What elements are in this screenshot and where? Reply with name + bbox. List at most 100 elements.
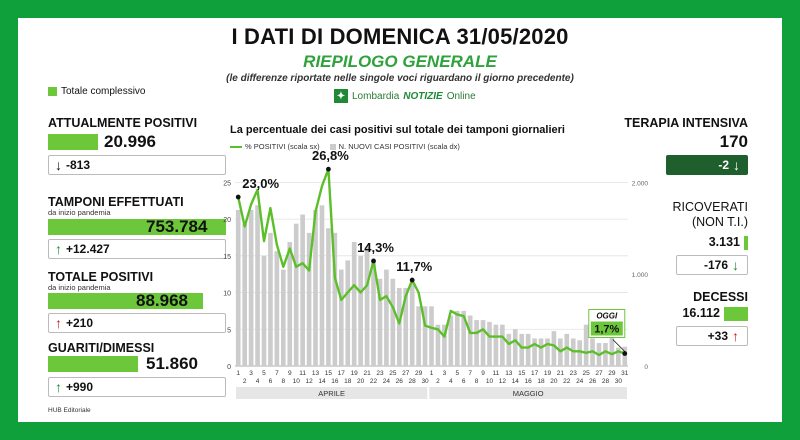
x-tick-label: 16 — [331, 378, 339, 385]
bar-nuovi-casi — [442, 324, 447, 366]
bar-nuovi-casi — [313, 209, 318, 366]
today-value: 1,7% — [594, 324, 619, 336]
today-value-box — [590, 321, 623, 336]
x-tick-label: 26 — [589, 378, 597, 385]
tamponi-bar — [48, 219, 226, 235]
x-tick-label: 22 — [370, 378, 378, 385]
bar-nuovi-casi — [242, 223, 247, 366]
bar-nuovi-casi — [326, 228, 331, 366]
ricoverati-value: 3.131 — [708, 235, 740, 249]
bar-nuovi-casi — [422, 306, 428, 366]
terapia-delta: -2 ↓ — [666, 155, 748, 175]
arrow-down-icon: ↓ — [55, 157, 62, 173]
terapia-delta-value: -2 — [718, 158, 729, 172]
bar-nuovi-casi — [403, 287, 409, 366]
brand-icon: ✦ — [334, 89, 348, 103]
arrow-up-icon: ↑ — [732, 328, 739, 344]
totale-positivi-delta-value: +210 — [66, 316, 94, 330]
x-tick-label: 2 — [243, 378, 247, 385]
footer-credit: HUB Editoriale — [48, 407, 91, 414]
bar-nuovi-casi — [487, 321, 492, 366]
x-tick-label: 18 — [537, 378, 545, 385]
x-tick-label: 5 — [262, 370, 266, 377]
bar-nuovi-casi — [448, 315, 454, 366]
arrow-up-icon: ↑ — [55, 315, 62, 331]
bar-nuovi-casi — [538, 338, 544, 366]
y-left-tick-label: 15 — [223, 254, 231, 261]
annotation-dot — [235, 194, 241, 200]
y-right-tick-label: 2.000 — [632, 180, 649, 187]
attualmente-positivi-delta: ↓ -813 — [48, 155, 226, 175]
x-tick-label: 6 — [462, 378, 466, 385]
bar-nuovi-casi — [338, 269, 344, 366]
bar-nuovi-casi — [371, 260, 376, 366]
x-tick-label: 20 — [357, 378, 365, 385]
legend-line-swatch — [230, 145, 242, 148]
legend-total: Totale complessivo — [48, 86, 145, 97]
arrow-down-icon: ↓ — [733, 157, 740, 173]
today-label: OGGI — [596, 312, 618, 321]
x-tick-label: 20 — [550, 378, 558, 385]
x-tick-label: 19 — [544, 370, 552, 377]
bar-nuovi-casi — [500, 324, 505, 366]
series-line-pct-positivi — [237, 167, 626, 357]
x-tick-label: 13 — [505, 370, 513, 377]
x-tick-label: 3 — [443, 370, 447, 377]
x-tick-label: 12 — [499, 378, 507, 385]
ricoverati-delta: -176 ↓ — [676, 255, 748, 275]
x-tick-label: 28 — [602, 378, 610, 385]
bar-nuovi-casi — [345, 260, 351, 366]
bar-nuovi-casi — [512, 329, 518, 366]
x-tick-label: 26 — [396, 378, 404, 385]
x-tick-label: 10 — [293, 378, 301, 385]
bar-nuovi-casi — [622, 346, 628, 366]
x-tick-label: 21 — [363, 370, 371, 377]
x-tick-label: 30 — [421, 378, 429, 385]
x-tick-label: 13 — [312, 370, 320, 377]
bar-nuovi-casi — [616, 347, 621, 366]
bar-nuovi-casi — [493, 324, 499, 366]
x-tick-label: 28 — [409, 378, 417, 385]
x-tick-label: 27 — [402, 370, 410, 377]
x-tick-label: 31 — [621, 370, 629, 377]
bar-nuovi-casi — [261, 255, 267, 366]
bar-nuovi-casi — [577, 340, 582, 366]
bar-nuovi-casi — [332, 232, 338, 366]
decessi-label: DECESSI — [693, 290, 748, 304]
legend-bar-swatch — [329, 143, 336, 150]
bar-nuovi-casi — [564, 333, 570, 366]
chart-svg: 051015202501.0002.0001234567891011121314… — [223, 148, 649, 399]
x-tick-label: 15 — [325, 370, 333, 377]
bar-nuovi-casi — [235, 209, 241, 366]
bar-nuovi-casi — [274, 251, 280, 366]
attualmente-positivi-label: ATTUALMENTE POSITIVI — [48, 116, 198, 130]
x-tick-label: 11 — [493, 370, 500, 377]
annotation-label: 23,0% — [242, 176, 279, 191]
brand-logo: ✦ Lombardia NOTIZIE Online — [334, 88, 476, 104]
today-dot — [622, 351, 628, 356]
legend-line-entry: % POSITIVI (scala sx) — [230, 142, 320, 151]
bar-nuovi-casi — [396, 287, 402, 366]
attualmente-positivi-delta-value: -813 — [66, 158, 91, 172]
tamponi-delta: ↑ +12.427 — [48, 239, 226, 259]
x-tick-label: 6 — [269, 378, 273, 385]
bar-nuovi-casi — [255, 205, 260, 366]
bar-nuovi-casi — [293, 223, 299, 366]
x-tick-label: 27 — [595, 370, 603, 377]
y-left-tick-label: 5 — [227, 327, 231, 334]
arrow-up-icon: ↑ — [55, 241, 62, 257]
x-tick-label: 8 — [282, 378, 286, 385]
bar-nuovi-casi — [519, 333, 525, 366]
x-tick-label: 25 — [583, 370, 591, 377]
bar-nuovi-casi — [506, 333, 512, 366]
totale-positivi-value: 88.968 — [136, 291, 188, 310]
x-tick-label: 18 — [344, 378, 352, 385]
bar-nuovi-casi — [416, 306, 421, 366]
month-band — [429, 387, 627, 399]
x-tick-label: 24 — [383, 378, 391, 385]
x-tick-label: 1 — [236, 370, 240, 377]
bar-nuovi-casi — [435, 324, 441, 366]
guariti-value: 51.860 — [146, 354, 198, 373]
x-tick-label: 11 — [299, 370, 306, 377]
terapia-label: TERAPIA INTENSIVA — [624, 116, 748, 130]
